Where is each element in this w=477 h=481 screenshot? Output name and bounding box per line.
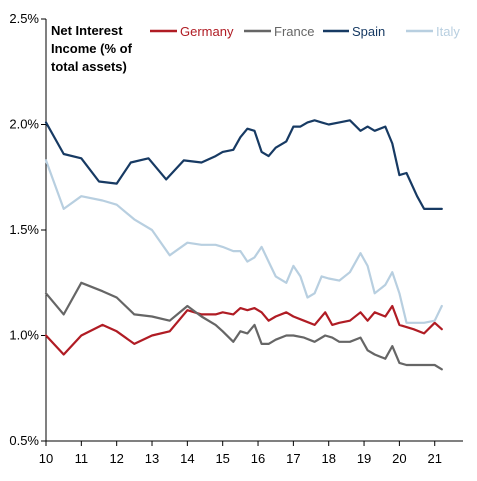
series-line-germany (44, 304, 443, 356)
x-tick-label: 11 (75, 451, 89, 466)
legend: Germany France Spain Italy (150, 24, 460, 39)
x-tick-label: 16 (251, 451, 265, 466)
y-tick-label: 2.5% (9, 11, 39, 26)
series-line-italy (44, 159, 443, 324)
series-line-france (44, 281, 443, 371)
series-line-spain (44, 119, 443, 210)
chart-annotation: Net Interest Income (% of total assets) (51, 23, 133, 74)
annotation-line-2: Income (% of (51, 41, 133, 56)
y-ticks: 0.5% 1.0% 1.5% 2.0% 2.5% (9, 11, 46, 448)
x-ticks: 10 11 12 13 14 15 16 17 18 19 20 21 (39, 441, 442, 466)
legend-label-italy: Italy (436, 24, 460, 39)
legend-item-spain: Spain (323, 24, 385, 39)
x-tick-label: 18 (321, 451, 335, 466)
y-tick-label: 2.0% (9, 117, 39, 132)
series-lines (44, 119, 443, 371)
legend-label-spain: Spain (352, 24, 385, 39)
axes (45, 19, 463, 442)
y-tick-label: 1.5% (9, 222, 39, 237)
legend-item-italy: Italy (406, 24, 460, 39)
x-tick-label: 19 (357, 451, 371, 466)
annotation-line-1: Net Interest (51, 23, 123, 38)
x-tick-label: 14 (180, 451, 194, 466)
x-tick-label: 20 (392, 451, 406, 466)
x-tick-label: 21 (427, 451, 441, 466)
x-tick-label: 13 (145, 451, 159, 466)
annotation-line-3: total assets) (51, 59, 127, 74)
y-tick-label: 1.0% (9, 328, 39, 343)
x-tick-label: 12 (109, 451, 123, 466)
x-tick-label: 15 (215, 451, 229, 466)
legend-label-germany: Germany (180, 24, 234, 39)
x-tick-label: 10 (39, 451, 53, 466)
y-tick-label: 0.5% (9, 433, 39, 448)
legend-item-france: France (244, 24, 314, 39)
legend-label-france: France (274, 24, 314, 39)
legend-item-germany: Germany (150, 24, 234, 39)
x-tick-label: 17 (286, 451, 300, 466)
